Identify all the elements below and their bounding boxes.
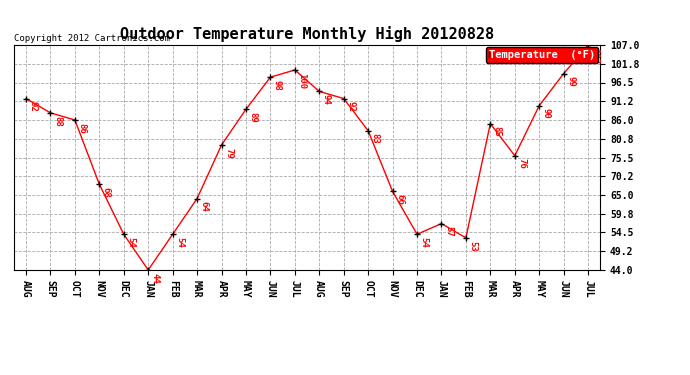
Text: 76: 76 (518, 159, 526, 169)
Title: Outdoor Temperature Monthly High 20120828: Outdoor Temperature Monthly High 2012082… (120, 27, 494, 42)
Text: 68: 68 (102, 187, 111, 198)
Text: 98: 98 (273, 80, 282, 91)
Text: 89: 89 (248, 112, 257, 123)
Text: 54: 54 (420, 237, 428, 248)
Text: 88: 88 (53, 116, 62, 126)
Text: 66: 66 (395, 194, 404, 205)
Text: 92: 92 (28, 101, 37, 112)
Text: 100: 100 (297, 73, 306, 89)
Text: 54: 54 (175, 237, 184, 248)
Text: 99: 99 (566, 76, 575, 87)
Text: 90: 90 (542, 108, 551, 119)
Text: 44: 44 (150, 273, 159, 284)
Text: 86: 86 (77, 123, 86, 134)
Legend: Temperature  (°F): Temperature (°F) (486, 47, 598, 63)
Text: 53: 53 (469, 241, 477, 251)
Text: 85: 85 (493, 126, 502, 137)
Text: 107: 107 (591, 48, 600, 64)
Text: 83: 83 (371, 134, 380, 144)
Text: Copyright 2012 Cartronics.com: Copyright 2012 Cartronics.com (14, 34, 170, 43)
Text: 94: 94 (322, 94, 331, 105)
Text: 92: 92 (346, 101, 355, 112)
Text: 57: 57 (444, 226, 453, 237)
Text: 64: 64 (199, 201, 208, 212)
Text: 79: 79 (224, 148, 233, 159)
Text: 54: 54 (126, 237, 135, 248)
